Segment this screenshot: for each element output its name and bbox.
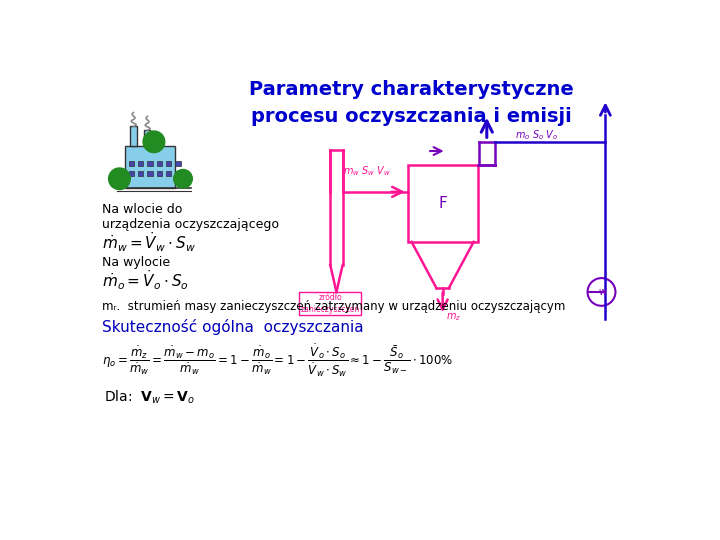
Bar xyxy=(130,126,137,146)
Bar xyxy=(148,161,153,166)
Text: $\dot{m}_w = \dot{V}_w \cdot S_w$: $\dot{m}_w = \dot{V}_w \cdot S_w$ xyxy=(102,231,196,254)
Text: mᵣ.  strumień masy zanieczyszczeń zatrzymany w urządzeniu oczyszczającym: mᵣ. strumień masy zanieczyszczeń zatrzym… xyxy=(102,300,565,313)
Text: Dla:  $\mathbf{V}_w = \mathbf{V}_o$: Dla: $\mathbf{V}_w = \mathbf{V}_o$ xyxy=(104,388,195,406)
Bar xyxy=(175,161,181,166)
Text: $\dot{m}_o = \dot{V}_o \cdot S_o$: $\dot{m}_o = \dot{V}_o \cdot S_o$ xyxy=(102,269,189,293)
Bar xyxy=(408,165,477,242)
Text: Parametry charakterystyczne
procesu oczyszczania i emisji: Parametry charakterystyczne procesu oczy… xyxy=(249,80,574,126)
Circle shape xyxy=(588,278,616,306)
Bar xyxy=(157,161,162,166)
Text: $\eta_o = \dfrac{\dot{m}_z}{\dot{m}_w} = \dfrac{\dot{m}_w - m_o}{\dot{m}_w} = 1 : $\eta_o = \dfrac{\dot{m}_z}{\dot{m}_w} =… xyxy=(102,342,453,379)
Bar xyxy=(300,292,361,315)
Bar xyxy=(148,171,153,177)
Circle shape xyxy=(109,168,130,190)
Text: $m_w\ S_w\ V_w$: $m_w\ S_w\ V_w$ xyxy=(343,164,392,178)
Text: F: F xyxy=(438,196,447,211)
Bar xyxy=(157,171,162,177)
Bar xyxy=(166,161,171,166)
Text: $m_z$: $m_z$ xyxy=(446,311,462,323)
Circle shape xyxy=(174,170,192,188)
Text: Na wlocie do
urządzenia oczyszczającego: Na wlocie do urządzenia oczyszczającego xyxy=(102,204,279,232)
Text: $m_o\ S_o\ V_o$: $m_o\ S_o\ V_o$ xyxy=(516,128,559,142)
Bar xyxy=(125,146,175,188)
Circle shape xyxy=(143,131,165,153)
Text: Skuteczność ogólna  oczyszczania: Skuteczność ogólna oczyszczania xyxy=(102,319,364,335)
Text: w: w xyxy=(599,287,607,297)
Bar xyxy=(138,161,143,166)
Bar xyxy=(166,171,171,177)
Text: Na wylocie: Na wylocie xyxy=(102,256,170,269)
Bar xyxy=(175,171,181,177)
Bar xyxy=(129,161,134,166)
Bar xyxy=(129,171,134,177)
Text: zródło
zanieczyszczeń: zródło zanieczyszczeń xyxy=(301,293,360,314)
Bar xyxy=(144,130,150,146)
Bar xyxy=(138,171,143,177)
